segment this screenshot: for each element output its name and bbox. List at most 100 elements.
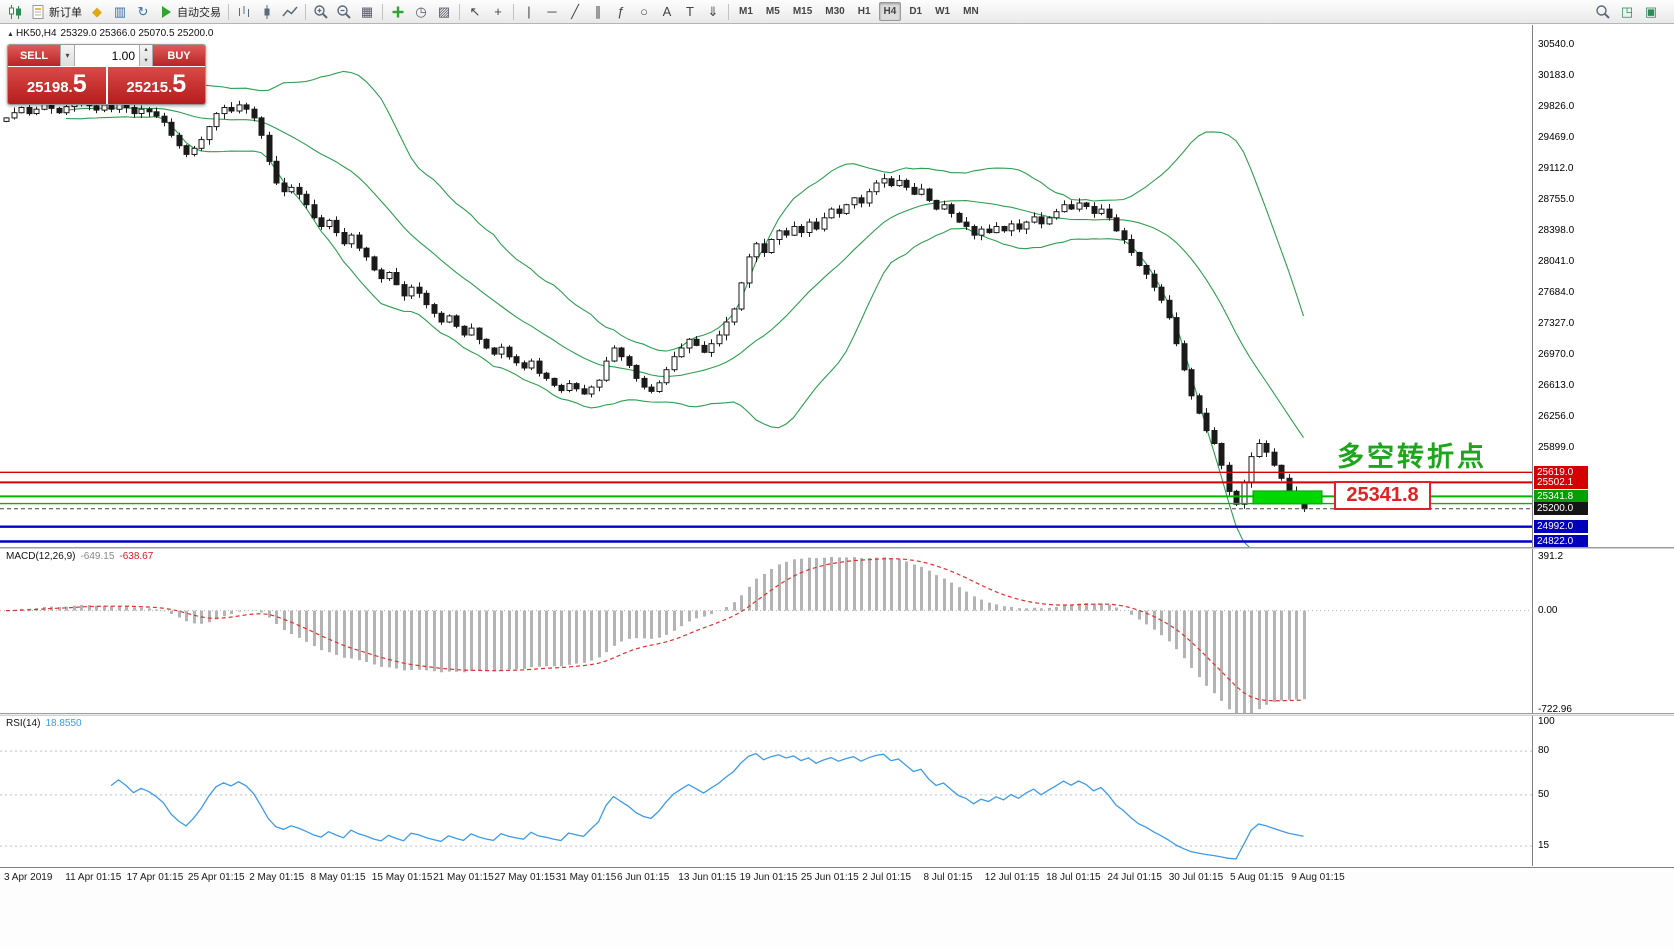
price-axis-label: 26613.0 — [1538, 380, 1575, 391]
price-axis-label: 29112.0 — [1538, 163, 1574, 174]
candlestick-chart-icon[interactable] — [256, 2, 278, 22]
chart-shortcut-icon[interactable] — [4, 2, 26, 22]
chart-title: ▲ HK50,H4 25329.0 25366.0 25070.5 25200.0 — [7, 28, 217, 39]
buy-button[interactable]: BUY — [153, 45, 205, 66]
shapes-icon[interactable]: ○ — [633, 2, 655, 22]
text-icon: A — [662, 3, 672, 19]
time-axis-label: 8 Jul 01:15 — [923, 872, 973, 883]
cursor-icon[interactable]: ↖ — [464, 2, 486, 22]
channel-icon[interactable]: ∥ — [587, 2, 609, 22]
time-axis-label: 9 Aug 01:15 — [1291, 872, 1345, 883]
volume-stepper[interactable]: ▴ ▾ — [139, 45, 153, 66]
tile-windows-icon[interactable]: ▦ — [356, 2, 378, 22]
timeframe-mn[interactable]: MN — [963, 6, 979, 17]
time-axis-label: 12 Jul 01:15 — [984, 872, 1040, 883]
price-axis-label: 30540.0 — [1538, 39, 1575, 50]
market-watch-icon[interactable]: ▥ — [109, 2, 131, 22]
timeframe-h4[interactable]: H4 — [878, 2, 902, 21]
timeframe-m1[interactable]: M1 — [739, 6, 753, 17]
crosshair-icon: + — [494, 3, 502, 19]
label-icon[interactable]: T — [679, 2, 701, 22]
time-axis-label: 8 May 01:15 — [310, 872, 366, 883]
price-chart[interactable] — [0, 25, 1532, 547]
rsi-chart[interactable] — [0, 716, 1532, 866]
timeframe-m15[interactable]: M15 — [792, 6, 813, 17]
rsi-axis-label: 15 — [1538, 840, 1550, 852]
stepper-down-icon[interactable]: ▾ — [144, 56, 148, 64]
rsi-axis-label: 100 — [1538, 715, 1555, 727]
arrows-icon[interactable]: ⇓ — [702, 2, 724, 22]
templates-icon: ▨ — [437, 3, 451, 19]
rsi-axis-label: 50 — [1538, 788, 1550, 800]
price-tag: 25619.0 — [1534, 465, 1588, 479]
price-tag: 25200.0 — [1534, 502, 1588, 516]
time-axis-label: 17 Apr 01:15 — [126, 872, 184, 883]
autotrading-button-label: 自动交易 — [177, 6, 221, 19]
price-callout: 25341.8 — [1334, 481, 1431, 510]
time-axis-label: 30 Jul 01:15 — [1168, 872, 1224, 883]
zoom-in-icon[interactable] — [310, 2, 332, 22]
timeframe-h1[interactable]: H1 — [857, 6, 871, 17]
buy-price[interactable]: 25215. 5 — [107, 67, 205, 104]
timeframe-m5[interactable]: M5 — [765, 6, 780, 17]
time-axis-label: 6 Jun 01:15 — [617, 872, 670, 883]
timeframe-m30[interactable]: M30 — [825, 6, 845, 17]
macd-panel[interactable]: MACD(12,26,9) -649.15 -638.67 — [0, 549, 1532, 713]
buy-price-big: 5 — [172, 70, 187, 98]
bar-chart-icon[interactable] — [233, 2, 255, 22]
price-tag: 24822.0 — [1534, 535, 1588, 548]
macd-chart[interactable] — [0, 549, 1532, 713]
periods-icon[interactable]: ◷ — [410, 2, 432, 22]
text-icon[interactable]: A — [656, 2, 678, 22]
chart-ohlc: 25329.0 25366.0 25070.5 25200.0 — [60, 28, 214, 39]
chart-window-icon[interactable]: ◳ — [1620, 3, 1634, 19]
time-axis-label: 19 Jun 01:15 — [739, 872, 798, 883]
volume-dropdown-icon[interactable]: ▾ — [60, 45, 75, 66]
indicators-icon[interactable] — [387, 2, 409, 22]
zoom-out-icon[interactable] — [333, 2, 355, 22]
horizontal-line-icon: ─ — [547, 3, 557, 19]
timeframe-d1[interactable]: D1 — [909, 6, 923, 17]
rsi-value: 18.8550 — [45, 718, 82, 729]
mql-community-icon[interactable]: ◆ — [86, 2, 108, 22]
new-order-button-label: 新订单 — [49, 6, 82, 19]
price-axis-label: 29826.0 — [1538, 101, 1575, 112]
macd-axis-label: 391.2 — [1538, 551, 1564, 563]
price-axis-label: 30183.0 — [1538, 70, 1575, 81]
time-axis-label: 24 Jul 01:15 — [1107, 872, 1162, 883]
stepper-up-icon[interactable]: ▴ — [144, 46, 148, 53]
price-axis[interactable]: 30540.0 30183.0 29826.0 29469.0 29112.0 28755… — [1532, 25, 1674, 866]
timeframe-w1[interactable]: W1 — [935, 6, 951, 17]
periods-icon: ◷ — [415, 3, 427, 19]
templates-icon[interactable]: ▨ — [433, 2, 455, 22]
autotrading-button[interactable]: 自动交易 — [155, 2, 224, 22]
refresh-icon[interactable]: ↻ — [132, 2, 154, 22]
horizontal-line-icon[interactable]: ─ — [541, 2, 563, 22]
chart-symbol: HK50,H4 — [15, 28, 57, 39]
time-axis-label: 11 Apr 01:15 — [65, 872, 122, 883]
fibonacci-icon[interactable]: ƒ — [610, 2, 632, 22]
search-icon[interactable] — [1592, 2, 1614, 22]
line-chart-icon[interactable] — [279, 2, 301, 22]
toolbar-right-group: ◳ ▣ — [1592, 2, 1670, 22]
vertical-line-icon: | — [527, 3, 531, 19]
price-tag: 24992.0 — [1534, 520, 1588, 534]
chart-list-icon[interactable]: ▣ — [1644, 3, 1658, 19]
new-order-button[interactable]: 新订单 — [27, 2, 85, 22]
trendline-icon[interactable]: ╱ — [564, 2, 586, 22]
main-chart-panel[interactable]: ▲ HK50,H4 25329.0 25366.0 25070.5 25200.0 … — [0, 25, 1532, 547]
vertical-line-icon[interactable]: | — [518, 2, 540, 22]
crosshair-icon[interactable]: + — [487, 2, 509, 22]
sell-price[interactable]: 25198. 5 — [8, 67, 106, 104]
price-axis-label: 28755.0 — [1538, 194, 1575, 205]
time-axis[interactable]: 3 Apr 2019 11 Apr 01:15 17 Apr 01:15 25 Apr… — [0, 867, 1674, 949]
panel-divider[interactable] — [0, 547, 1674, 549]
one-click-trading-panel: SELL ▾ 1.00 ▴ ▾ BUY 25198. 5 25215. 5 — [7, 44, 206, 105]
time-axis-label: 18 Jul 01:15 — [1046, 872, 1101, 883]
panel-divider[interactable] — [0, 713, 1674, 716]
sell-button[interactable]: SELL — [8, 45, 60, 66]
rsi-label: RSI(14) 18.8550 — [6, 718, 87, 729]
price-axis-label: 27327.0 — [1538, 318, 1575, 329]
volume-input[interactable]: 1.00 — [75, 45, 139, 66]
rsi-panel[interactable]: RSI(14) 18.8550 — [0, 716, 1532, 866]
